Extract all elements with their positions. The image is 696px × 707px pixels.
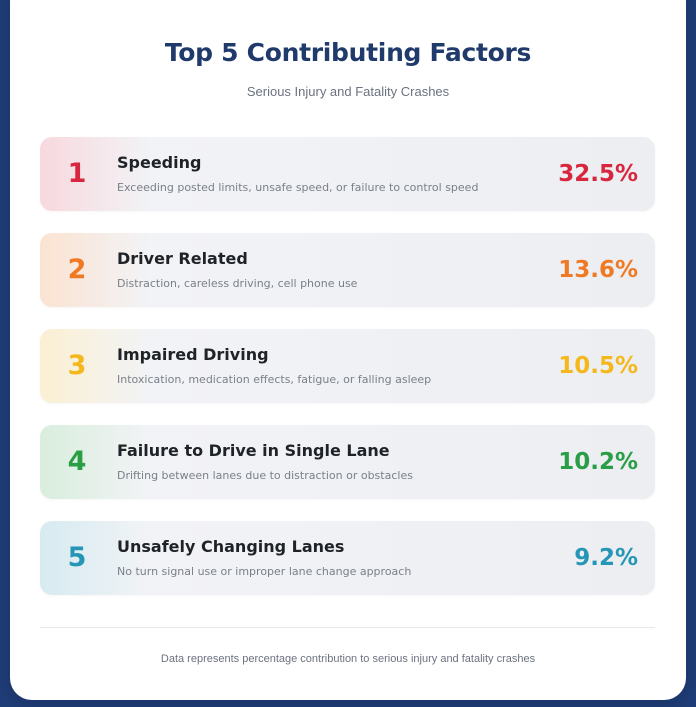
factor-name: Driver Related: [117, 249, 248, 268]
factor-percent: 13.6%: [558, 257, 638, 283]
rank-number: 5: [67, 542, 87, 573]
factor-percent: 10.2%: [558, 449, 638, 475]
factor-name: Unsafely Changing Lanes: [117, 537, 345, 556]
factor-description: Drifting between lanes due to distractio…: [117, 469, 413, 482]
factor-row: 5 Unsafely Changing Lanes No turn signal…: [40, 521, 655, 595]
factor-percent: 9.2%: [574, 545, 638, 571]
page-title: Top 5 Contributing Factors: [164, 38, 532, 67]
rank-number: 2: [67, 254, 87, 285]
factor-description: Exceeding posted limits, unsafe speed, o…: [117, 181, 479, 194]
rank-number: 3: [67, 350, 87, 381]
factor-row: 1 Speeding Exceeding posted limits, unsa…: [40, 137, 655, 211]
factor-name: Speeding: [117, 153, 202, 172]
factor-description: Intoxication, medication effects, fatigu…: [117, 373, 432, 386]
factor-row: 4 Failure to Drive in Single Lane Drifti…: [40, 425, 655, 499]
factor-row: 3 Impaired Driving Intoxication, medicat…: [40, 329, 655, 403]
factor-percent: 32.5%: [558, 161, 638, 187]
factor-row: 2 Driver Related Distraction, careless d…: [40, 233, 655, 307]
divider: [40, 627, 655, 628]
rank-number: 4: [67, 446, 87, 477]
factor-description: Distraction, careless driving, cell phon…: [117, 277, 358, 290]
factor-percent: 10.5%: [558, 353, 638, 379]
factor-name: Impaired Driving: [117, 345, 269, 364]
page-subtitle: Serious Injury and Fatality Crashes: [246, 84, 450, 99]
rank-number: 1: [67, 158, 87, 189]
footer-note: Data represents percentage contribution …: [160, 653, 536, 665]
factor-name: Failure to Drive in Single Lane: [117, 441, 390, 460]
factor-description: No turn signal use or improper lane chan…: [117, 565, 412, 578]
factor-list: 1 Speeding Exceeding posted limits, unsa…: [40, 137, 655, 617]
